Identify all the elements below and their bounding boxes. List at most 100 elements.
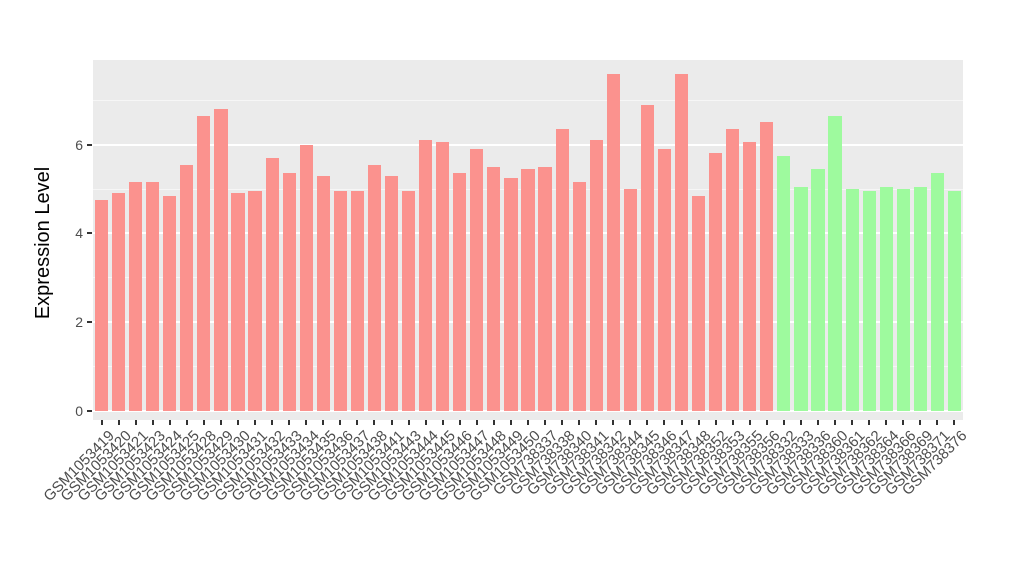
bar: [555, 129, 569, 411]
bar: [606, 73, 620, 411]
bar: [674, 73, 689, 411]
y-tick-mark: [87, 410, 92, 412]
bar: [487, 166, 501, 411]
x-tick-mark: [492, 420, 495, 425]
bar: [913, 186, 927, 411]
x-tick-mark: [697, 420, 700, 425]
x-tick-mark: [424, 420, 427, 425]
bar: [94, 200, 109, 411]
x-tick-mark: [629, 420, 632, 425]
bar: [930, 173, 944, 411]
bar: [589, 140, 603, 411]
bar: [265, 157, 279, 411]
bar: [811, 169, 825, 411]
bar: [333, 191, 347, 411]
bar: [947, 191, 962, 411]
x-tick-mark: [151, 420, 154, 425]
x-tick-mark: [100, 420, 103, 425]
bar: [504, 177, 518, 411]
bar: [367, 164, 382, 411]
x-tick-mark: [117, 420, 120, 425]
x-tick-mark: [339, 420, 342, 425]
bar: [453, 173, 467, 411]
x-tick-mark: [475, 420, 478, 425]
x-tick-mark: [595, 420, 598, 425]
x-tick-mark: [902, 420, 905, 425]
x-tick-mark: [646, 420, 649, 425]
x-tick-mark: [748, 420, 751, 425]
bar: [384, 175, 399, 411]
x-tick-mark: [219, 420, 222, 425]
x-tick-mark: [527, 420, 529, 425]
bar: [248, 191, 262, 411]
bar: [470, 149, 484, 411]
x-tick-mark: [185, 420, 188, 425]
bar: [743, 142, 757, 411]
x-tick-mark: [509, 420, 512, 425]
y-tick-label: 0: [75, 403, 83, 419]
bar: [879, 186, 893, 411]
gridline-minor: [93, 99, 963, 101]
x-tick-mark: [817, 420, 819, 425]
x-tick-mark: [919, 420, 922, 425]
bar: [777, 155, 791, 411]
bar: [316, 175, 330, 411]
bar: [163, 195, 177, 411]
bar: [197, 115, 211, 411]
x-tick-mark: [237, 420, 239, 425]
bar: [640, 104, 654, 411]
bar: [538, 166, 552, 411]
bar: [794, 186, 808, 411]
bar: [896, 189, 910, 411]
x-tick-mark: [851, 420, 854, 425]
x-tick-mark: [544, 420, 547, 425]
x-tick-mark: [202, 420, 205, 425]
x-tick-mark: [663, 420, 666, 425]
x-tick-mark: [714, 420, 717, 425]
bar: [726, 129, 740, 411]
x-tick-mark: [168, 420, 171, 425]
gridline-major: [93, 410, 963, 412]
x-tick-mark: [373, 420, 376, 425]
bar: [862, 191, 876, 411]
x-tick-mark: [561, 420, 564, 425]
x-tick-mark: [322, 420, 325, 425]
x-tick-mark: [390, 420, 393, 425]
bar: [299, 144, 313, 411]
bar: [828, 115, 842, 411]
bar: [691, 195, 706, 411]
bar: [760, 122, 774, 411]
x-tick-mark: [936, 420, 939, 425]
plot-panel: [93, 60, 963, 420]
y-tick-label: 6: [75, 136, 83, 153]
bar: [572, 182, 586, 411]
bar: [845, 189, 859, 411]
bar: [111, 193, 126, 411]
x-tick-mark: [782, 420, 785, 425]
bar: [623, 189, 637, 411]
y-tick-mark: [87, 232, 92, 235]
x-tick-mark: [288, 420, 291, 425]
bar: [401, 191, 416, 411]
bar: [129, 182, 143, 411]
x-tick-mark: [731, 420, 734, 425]
x-tick-mark: [441, 420, 444, 425]
x-tick-mark: [799, 420, 802, 425]
x-tick-mark: [407, 420, 410, 425]
x-tick-mark: [458, 420, 461, 425]
x-tick-mark: [765, 420, 768, 425]
bar: [436, 142, 450, 411]
x-tick-mark: [134, 420, 137, 425]
y-tick-label: 2: [75, 314, 83, 331]
y-tick-mark: [87, 321, 92, 324]
bar: [657, 149, 672, 411]
x-tick-mark: [680, 420, 683, 425]
bar: [180, 164, 194, 411]
bar: [214, 109, 228, 411]
gridline-major: [93, 143, 963, 146]
y-axis-title: Expression Level: [32, 166, 54, 320]
x-tick-mark: [868, 420, 871, 425]
x-tick-mark: [885, 420, 888, 425]
x-tick-mark: [953, 420, 956, 425]
